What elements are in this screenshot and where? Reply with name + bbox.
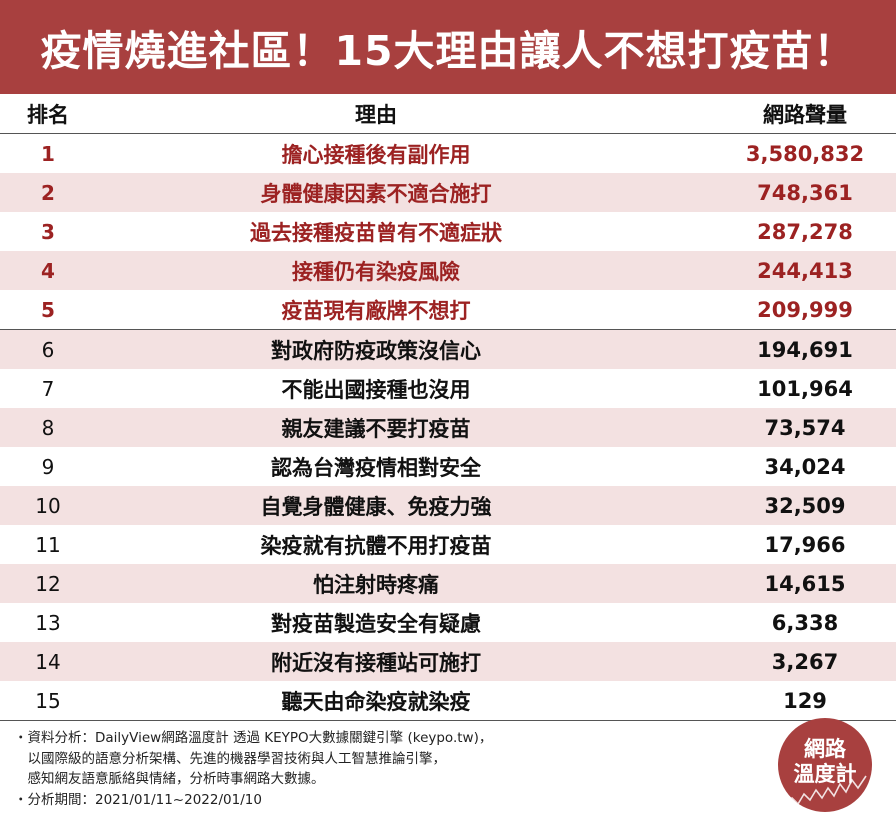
table-row: 15 聽天由命染疫就染疫 129 [0,681,896,721]
table-row: 14 附近沒有接種站可施打 3,267 [0,642,896,681]
volume-cell: 3,580,832 [745,141,865,166]
reason-cell: 染疫就有抗體不用打疫苗 [260,533,492,558]
table-row: 1 擔心接種後有副作用 3,580,832 [0,134,896,173]
reason-cell: 對政府防疫政策沒信心 [271,338,481,363]
volume-cell: 14,615 [764,571,846,596]
reason-cell: 自覺身體健康、免疫力強 [260,494,492,519]
reason-cell: 接種仍有染疫風險 [292,259,460,284]
table-row: 6 對政府防疫政策沒信心 194,691 [0,330,896,369]
table-row: 5 疫苗現有廠牌不想打 209,999 [0,290,896,330]
analysis-period: ・分析期間：2021/01/11~2022/01/10 [14,791,262,808]
rank-cell: 7 [41,376,55,401]
table-row: 4 接種仍有染疫風險 244,413 [0,251,896,290]
logo-wave-graphic [783,775,867,806]
logo-text-line2: 溫度計 [793,762,857,786]
rank-cell: 5 [41,297,55,322]
reason-cell: 親友建議不要打疫苗 [281,416,471,441]
volume-cell: 287,278 [757,219,853,244]
volume-cell: 748,361 [757,180,853,205]
reason-cell: 怕注射時疼痛 [313,572,439,597]
reason-cell: 過去接種疫苗曾有不適症狀 [250,220,502,245]
rank-cell: 2 [41,180,55,205]
table-row: 12 怕注射時疼痛 14,615 [0,564,896,603]
reason-cell: 附近沒有接種站可施打 [271,650,481,675]
volume-cell: 194,691 [757,337,853,362]
source-note-line: 以國際級的語意分析架構、先進的機器學習技術與人工智慧推論引擎， [14,750,446,767]
reason-cell: 身體健康因素不適合施打 [260,181,492,206]
volume-cell: 6,338 [771,610,839,635]
table-row: 13 對疫苗製造安全有疑慮 6,338 [0,603,896,642]
rank-cell: 8 [41,415,55,440]
rank-cell: 3 [41,219,55,244]
volume-cell: 244,413 [757,258,853,283]
rank-cell: 1 [41,141,55,166]
table-row: 11 染疫就有抗體不用打疫苗 17,966 [0,525,896,564]
ranking-table: 排名 理由 網路聲量 1 擔心接種後有副作用 3,580,832 2 身體健康因素不適合… [0,94,896,721]
rank-cell: 13 [35,610,61,635]
rank-cell: 6 [41,337,55,362]
table-row: 9 認為台灣疫情相對安全 34,024 [0,447,896,486]
source-notes: ・資料分析：DailyView網路溫度計 透過 KEYPO大數據關鍵引擎 (ke… [14,728,634,810]
rank-cell: 4 [41,258,55,283]
title-banner: 疫情燒進社區！15大理由讓人不想打疫苗！ [0,0,896,94]
rank-cell: 11 [35,532,61,557]
header-rank: 排名 [27,102,69,127]
rank-cell: 10 [35,493,61,518]
source-note-line: 感知網友語意脈絡與情緒，分析時事網路大數據。 [14,771,325,787]
reason-cell: 對疫苗製造安全有疑慮 [271,611,481,636]
rank-cell: 9 [41,454,55,479]
volume-cell: 34,024 [764,454,846,479]
volume-cell: 3,267 [771,649,839,674]
page-title: 疫情燒進社區！15大理由讓人不想打疫苗！ [40,27,856,75]
logo-text-line1: 網路 [804,737,846,761]
table-row: 8 親友建議不要打疫苗 73,574 [0,408,896,447]
volume-cell: 101,964 [757,376,853,401]
volume-cell: 129 [783,688,827,713]
table-row: 2 身體健康因素不適合施打 748,361 [0,173,896,212]
table-row: 10 自覺身體健康、免疫力強 32,509 [0,486,896,525]
rank-cell: 12 [35,571,61,596]
table-row: 7 不能出國接種也沒用 101,964 [0,369,896,408]
reason-cell: 聽天由命染疫就染疫 [281,689,471,714]
volume-cell: 17,966 [764,532,846,557]
rank-cell: 15 [35,688,61,713]
reason-cell: 認為台灣疫情相對安全 [271,455,481,480]
volume-cell: 73,574 [764,415,846,440]
reason-cell: 擔心接種後有副作用 [281,142,471,167]
header-reason: 理由 [355,102,397,127]
reason-cell: 不能出國接種也沒用 [281,377,471,402]
header-volume: 網路聲量 [763,102,847,127]
table-header: 排名 理由 網路聲量 [0,94,896,134]
reason-cell: 疫苗現有廠牌不想打 [281,298,471,323]
volume-cell: 32,509 [764,493,846,518]
dailyview-logo: 網路 溫度計 [778,718,872,812]
rank-cell: 14 [35,649,61,674]
source-note-line: ・資料分析：DailyView網路溫度計 透過 KEYPO大數據關鍵引擎 (ke… [14,730,493,746]
volume-cell: 209,999 [757,297,853,322]
table-row: 3 過去接種疫苗曾有不適症狀 287,278 [0,212,896,251]
